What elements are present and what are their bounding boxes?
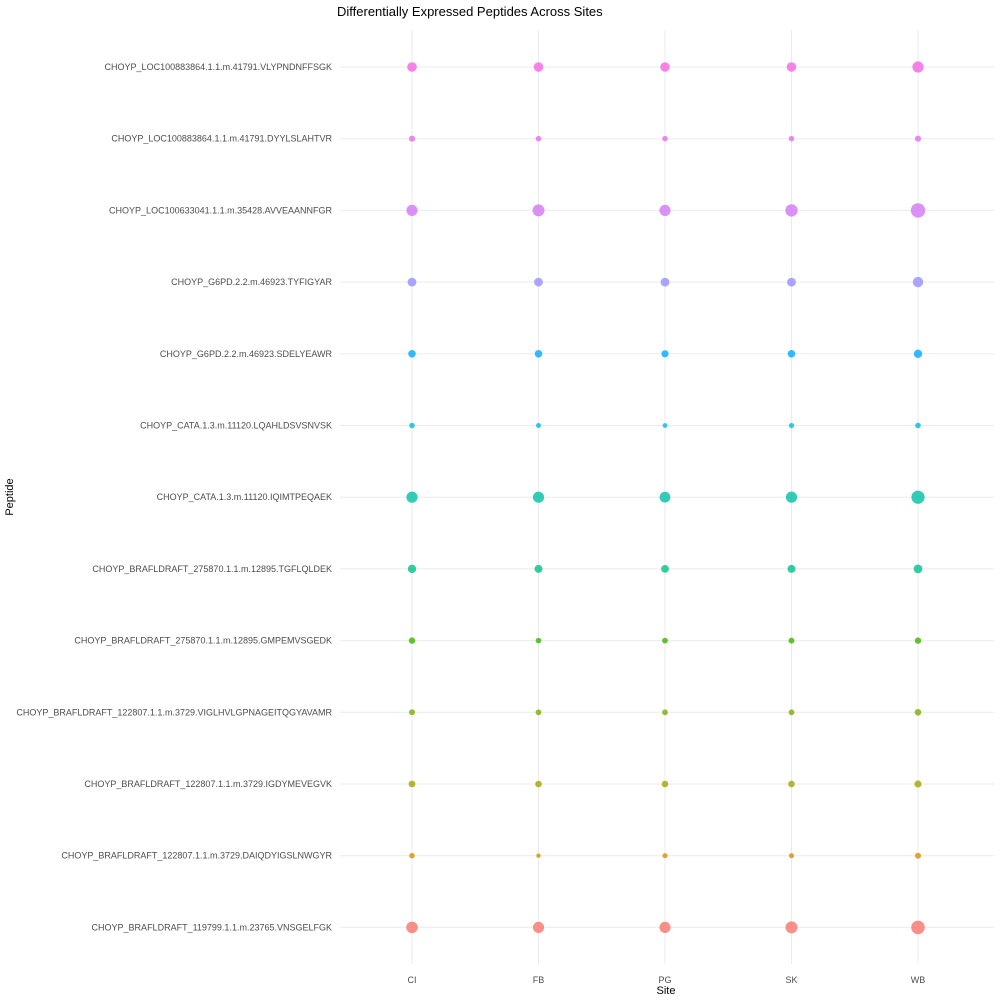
y-tick-label: CHOYP_CATA.1.3.m.11120.LQAHLDSVSNVSK — [140, 421, 332, 431]
y-tick-label: CHOYP_BRAFLDRAFT_119799.1.1.m.23765.VNSG… — [92, 922, 332, 932]
data-point-sk — [787, 277, 796, 287]
data-point-fb — [533, 62, 544, 72]
data-point-wb — [915, 852, 921, 859]
x-tick-label: PG — [658, 975, 671, 985]
y-tick-label: CHOYP_CATA.1.3.m.11120.IQIMTPEQAEK — [157, 492, 332, 502]
y-tick-label: CHOYP_BRAFLDRAFT_122807.1.1.m.3729.DAIQD… — [61, 851, 332, 861]
data-point-wb — [911, 920, 925, 935]
data-point-wb — [913, 349, 923, 358]
data-points — [406, 61, 926, 935]
data-point-wb — [910, 203, 926, 218]
data-point-ci — [407, 62, 417, 72]
data-point-fb — [535, 637, 542, 644]
data-point-ci — [406, 491, 418, 503]
data-point-fb — [532, 921, 545, 934]
data-point-ci — [406, 204, 418, 216]
data-point-pg — [662, 135, 668, 142]
data-point-sk — [788, 422, 795, 429]
data-point-fb — [532, 204, 545, 217]
chart-title: Differentially Expressed Peptides Across… — [337, 4, 603, 19]
data-point-wb — [914, 135, 922, 142]
data-point-sk — [785, 491, 798, 503]
x-tick-label: CI — [408, 975, 417, 985]
data-point-fb — [534, 564, 543, 573]
x-axis-title: Site — [657, 985, 676, 997]
data-point-pg — [660, 277, 670, 287]
data-point-pg — [659, 921, 671, 934]
y-axis-title: Peptide — [4, 478, 16, 515]
data-point-wb — [912, 276, 924, 288]
data-point-pg — [661, 350, 669, 358]
data-point-pg — [662, 853, 668, 859]
data-point-fb — [534, 277, 543, 287]
data-point-sk — [788, 637, 795, 644]
x-tick-label: WB — [911, 975, 926, 985]
data-point-fb — [535, 780, 542, 788]
y-tick-label: CHOYP_BRAFLDRAFT_122807.1.1.m.3729.VIGLH… — [16, 707, 332, 717]
data-point-sk — [785, 204, 798, 217]
data-point-sk — [788, 853, 795, 859]
data-point-pg — [662, 637, 668, 644]
data-point-fb — [535, 709, 542, 716]
data-point-ci — [408, 637, 416, 644]
y-tick-label: CHOYP_BRAFLDRAFT_275870.1.1.m.12895.TGFL… — [92, 564, 332, 574]
data-point-ci — [408, 350, 416, 358]
data-point-sk — [785, 921, 798, 934]
data-point-ci — [409, 852, 415, 859]
data-point-pg — [661, 565, 669, 573]
x-tick-label: FB — [533, 975, 545, 985]
y-tick-label: CHOYP_BRAFLDRAFT_275870.1.1.m.12895.GMPE… — [74, 636, 332, 646]
x-tick-label: SK — [785, 975, 797, 985]
data-point-sk — [787, 350, 796, 358]
data-point-sk — [786, 62, 797, 72]
x-tick-labels: CI FB PG SK WB — [408, 975, 926, 985]
y-tick-label: CHOYP_G6PD.2.2.m.46923.SDELYEAWR — [160, 349, 333, 359]
data-point-sk — [788, 135, 795, 142]
data-point-sk — [787, 564, 796, 573]
data-point-fb — [535, 135, 542, 142]
data-point-pg — [662, 709, 668, 716]
data-point-wb — [912, 61, 924, 73]
data-point-sk — [788, 780, 795, 788]
data-point-pg — [659, 491, 671, 503]
data-point-pg — [660, 62, 670, 72]
data-point-ci — [409, 709, 415, 716]
data-point-wb — [914, 637, 922, 644]
data-point-fb — [536, 853, 541, 858]
data-point-ci — [407, 277, 417, 287]
data-point-sk — [788, 709, 795, 716]
data-point-wb — [914, 780, 922, 788]
data-point-pg — [661, 780, 669, 788]
data-point-fb — [532, 491, 545, 503]
data-point-wb — [913, 564, 923, 574]
y-tick-label: CHOYP_LOC100883864.1.1.m.41791.DYYLSLAHT… — [111, 134, 332, 144]
data-point-pg — [662, 423, 668, 428]
y-tick-label: CHOYP_LOC100883864.1.1.m.41791.VLYPNDNFF… — [105, 62, 332, 72]
data-point-fb — [534, 350, 543, 358]
y-tick-label: CHOYP_LOC100633041.1.1.m.35428.AVVEAANNF… — [109, 205, 332, 215]
data-point-ci — [406, 921, 418, 934]
data-point-ci — [408, 780, 416, 788]
data-point-wb — [911, 490, 925, 504]
data-point-wb — [915, 422, 921, 429]
data-point-wb — [914, 709, 922, 716]
y-tick-label: CHOYP_BRAFLDRAFT_122807.1.1.m.3729.IGDYM… — [84, 779, 332, 789]
data-point-ci — [408, 135, 416, 142]
y-tick-label: CHOYP_G6PD.2.2.m.46923.TYFIGYAR — [171, 277, 332, 287]
data-point-pg — [659, 204, 671, 216]
data-point-fb — [536, 423, 541, 428]
data-point-ci — [407, 564, 417, 574]
y-tick-labels: CHOYP_LOC100883864.1.1.m.41791.VLYPNDNFF… — [16, 62, 332, 932]
data-point-ci — [409, 422, 415, 429]
